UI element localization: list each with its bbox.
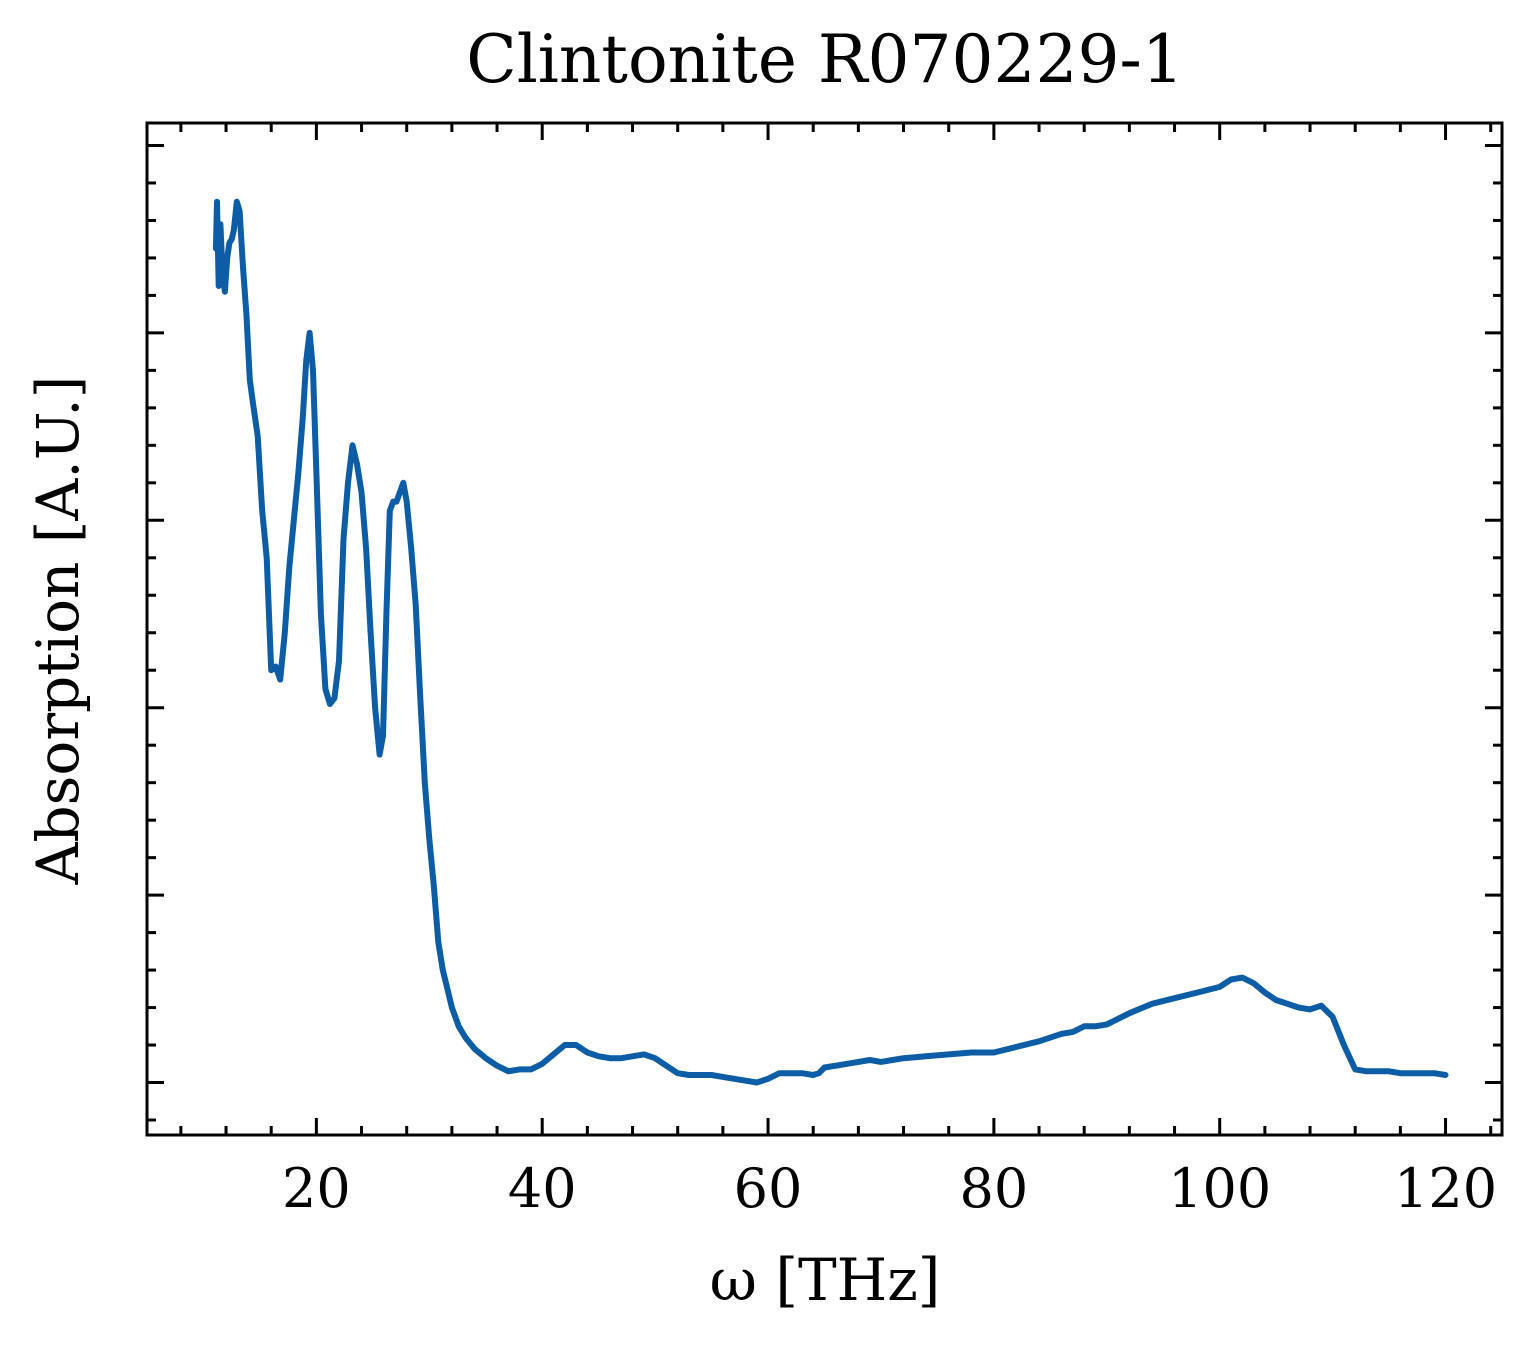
y-axis-label: Absorption [A.U.]: [24, 376, 92, 886]
x-tick-labels: 20 40 60 80 100 120: [282, 1157, 1497, 1220]
absorption-series-line: [212, 198, 1449, 1086]
x-axis-label: ω [THz]: [710, 1246, 941, 1314]
x-tick-label: 40: [508, 1157, 577, 1220]
minor-ticks: [147, 123, 1502, 1135]
x-tick-label: 80: [960, 1157, 1029, 1220]
major-ticks: [147, 123, 1502, 1135]
chart-title: Clintonite R070229-1: [466, 21, 1184, 98]
plot-area-frame: [145, 121, 1504, 1137]
x-tick-label: 120: [1394, 1157, 1497, 1220]
x-tick-label: 20: [282, 1157, 351, 1220]
x-tick-label: 100: [1168, 1157, 1271, 1220]
x-tick-label: 60: [734, 1157, 803, 1220]
